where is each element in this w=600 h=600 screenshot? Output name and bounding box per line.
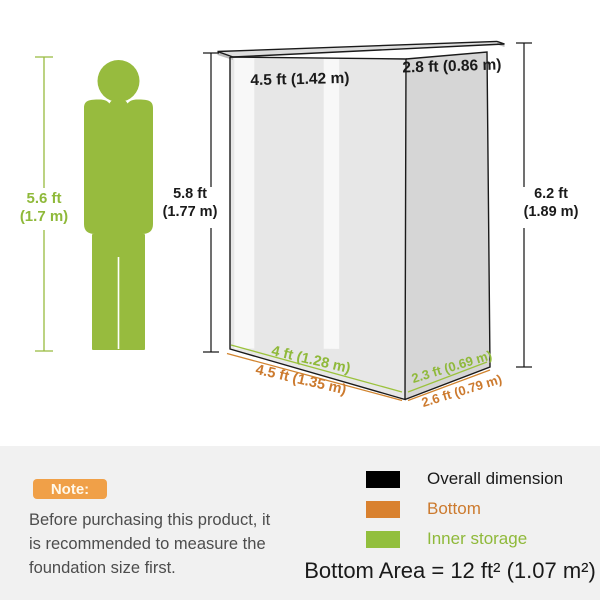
svg-text:5.6 ft: 5.6 ft bbox=[26, 190, 61, 207]
svg-text:4.5 ft (1.42 m): 4.5 ft (1.42 m) bbox=[250, 70, 349, 89]
svg-text:(1.89 m): (1.89 m) bbox=[524, 204, 579, 220]
svg-text:2.8 ft (0.86 m): 2.8 ft (0.86 m) bbox=[402, 56, 502, 76]
svg-text:5.8 ft: 5.8 ft bbox=[173, 186, 207, 202]
svg-text:(1.7 m): (1.7 m) bbox=[20, 208, 68, 225]
svg-text:6.2 ft: 6.2 ft bbox=[534, 186, 568, 202]
svg-text:(1.77 m): (1.77 m) bbox=[163, 204, 218, 220]
